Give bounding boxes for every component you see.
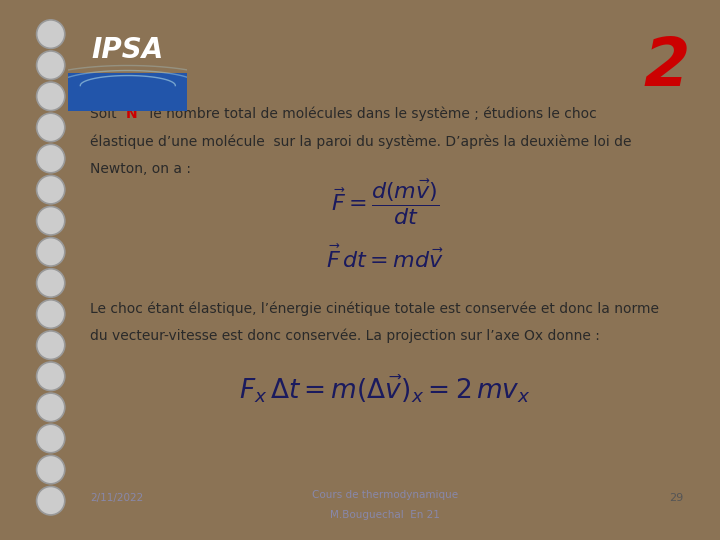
Text: N: N: [126, 107, 138, 121]
Text: Le choc étant élastique, l’énergie cinétique totale est conservée et donc la nor: Le choc étant élastique, l’énergie cinét…: [91, 301, 660, 315]
Ellipse shape: [37, 206, 65, 235]
Ellipse shape: [37, 331, 65, 360]
Ellipse shape: [37, 238, 65, 266]
Ellipse shape: [37, 362, 65, 390]
Text: élastique d’une molécule  sur la paroi du système. D’après la deuxième loi de: élastique d’une molécule sur la paroi du…: [91, 134, 632, 148]
Ellipse shape: [37, 20, 65, 49]
Ellipse shape: [37, 144, 65, 173]
Text: $\vec{F}\, dt = md\vec{v}$: $\vec{F}\, dt = md\vec{v}$: [326, 246, 444, 273]
Text: IPSA: IPSA: [91, 36, 164, 64]
Ellipse shape: [37, 455, 65, 484]
Text: $F_x\, \Delta t = m(\Delta\vec{v})_x = 2\, mv_x$: $F_x\, \Delta t = m(\Delta\vec{v})_x = 2…: [239, 373, 531, 405]
Ellipse shape: [37, 113, 65, 141]
Ellipse shape: [37, 487, 65, 515]
Ellipse shape: [37, 51, 65, 79]
Text: le nombre total de molécules dans le système ; étudions le choc: le nombre total de molécules dans le sys…: [145, 107, 597, 121]
Text: Soit: Soit: [91, 107, 122, 121]
Text: 2/11/2022: 2/11/2022: [91, 493, 144, 503]
Ellipse shape: [37, 300, 65, 328]
Text: du vecteur-vitesse est donc conservée. La projection sur l’axe Ox donne :: du vecteur-vitesse est donc conservée. L…: [91, 328, 600, 343]
Ellipse shape: [37, 424, 65, 453]
Ellipse shape: [37, 393, 65, 422]
Ellipse shape: [37, 269, 65, 297]
Ellipse shape: [37, 176, 65, 204]
Bar: [68, 73, 187, 111]
Text: 29: 29: [669, 493, 683, 503]
Text: M.Bouguechal  En 21: M.Bouguechal En 21: [330, 510, 440, 519]
Text: Cours de thermodynamique: Cours de thermodynamique: [312, 490, 458, 501]
Text: 2: 2: [643, 34, 690, 100]
Text: Newton, on a :: Newton, on a :: [91, 161, 192, 176]
Text: $\vec{F} = \dfrac{d(m\vec{v})}{dt}$: $\vec{F} = \dfrac{d(m\vec{v})}{dt}$: [331, 178, 439, 227]
Ellipse shape: [37, 82, 65, 111]
